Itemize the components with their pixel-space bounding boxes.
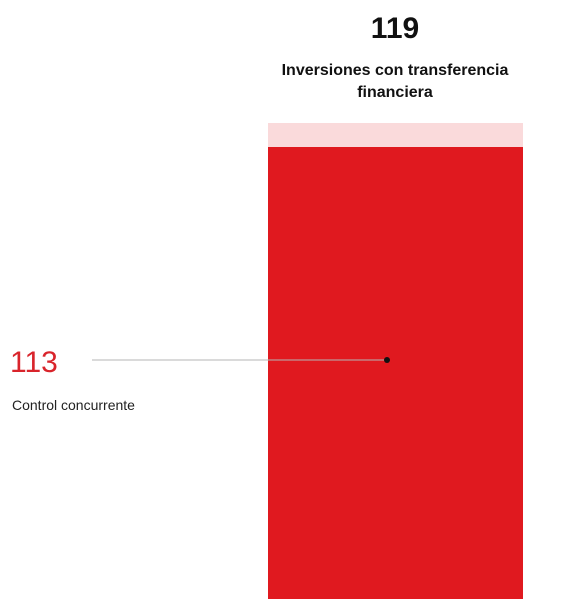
- part-label: Control concurrente: [12, 397, 135, 413]
- total-label-line-2: financiera: [357, 84, 433, 101]
- total-value: 119: [371, 12, 419, 45]
- bar-control-concurrente-segment: [268, 147, 523, 599]
- bar-remainder-segment: [268, 123, 523, 147]
- part-value: 113: [10, 346, 58, 379]
- leader-dot: [384, 357, 390, 363]
- total-label-line-1: Inversiones con transferencia: [282, 62, 509, 79]
